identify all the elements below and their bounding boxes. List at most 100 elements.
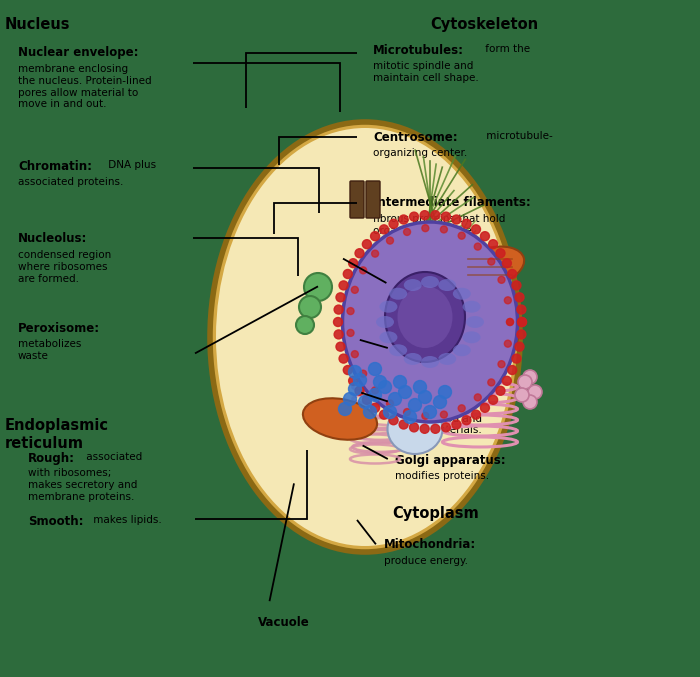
Text: Endoplasmic
reticulum: Endoplasmic reticulum [5, 418, 109, 451]
Circle shape [475, 394, 482, 401]
Text: metabolizes
waste: metabolizes waste [18, 339, 81, 361]
Ellipse shape [398, 286, 452, 348]
Text: microtubule-: microtubule- [483, 131, 553, 141]
Ellipse shape [379, 331, 398, 343]
Circle shape [333, 318, 342, 326]
Ellipse shape [389, 288, 407, 300]
Circle shape [503, 259, 512, 267]
Circle shape [372, 387, 379, 394]
Circle shape [475, 243, 482, 250]
Circle shape [430, 211, 440, 219]
Circle shape [517, 318, 526, 326]
Text: produce energy.: produce energy. [384, 556, 468, 566]
Circle shape [496, 387, 505, 395]
Text: condensed region
where ribosomes
are formed.: condensed region where ribosomes are for… [18, 250, 111, 284]
Circle shape [355, 248, 364, 258]
Text: Microfilaments:: Microfilaments: [393, 278, 497, 290]
Circle shape [344, 393, 356, 406]
Circle shape [354, 374, 367, 387]
Circle shape [414, 380, 426, 393]
Ellipse shape [303, 398, 377, 440]
Circle shape [304, 273, 332, 301]
Ellipse shape [210, 122, 520, 552]
Circle shape [368, 362, 382, 376]
Circle shape [452, 215, 461, 224]
Ellipse shape [404, 353, 422, 365]
Ellipse shape [404, 279, 422, 291]
Circle shape [489, 395, 498, 404]
Circle shape [384, 406, 396, 418]
Circle shape [339, 354, 348, 363]
Circle shape [517, 305, 526, 314]
Text: Lysosome:: Lysosome: [395, 396, 465, 409]
Circle shape [410, 423, 419, 432]
Text: Golgi apparatus:: Golgi apparatus: [395, 454, 506, 466]
Circle shape [458, 405, 466, 412]
Text: Chromatin:: Chromatin: [18, 160, 92, 173]
Circle shape [349, 366, 361, 378]
Text: Cytoplasm: Cytoplasm [392, 506, 479, 521]
Ellipse shape [463, 301, 481, 313]
FancyBboxPatch shape [350, 181, 364, 218]
Circle shape [334, 305, 343, 314]
Text: fibrous proteins that hold
organelles in place.: fibrous proteins that hold organelles in… [373, 214, 505, 236]
Ellipse shape [466, 316, 484, 328]
Text: membrane enclosing
the nucleus. Protein-lined
pores allow material to
move in an: membrane enclosing the nucleus. Protein-… [18, 64, 152, 109]
Circle shape [438, 385, 452, 399]
Circle shape [347, 307, 354, 315]
Circle shape [410, 212, 419, 221]
Circle shape [489, 240, 498, 248]
Circle shape [518, 375, 532, 389]
Circle shape [339, 281, 348, 290]
Text: Cytoskeleton: Cytoskeleton [430, 17, 538, 32]
Circle shape [339, 403, 351, 416]
Text: with ribosomes;
makes secretory and
membrane proteins.: with ribosomes; makes secretory and memb… [28, 468, 137, 502]
Circle shape [462, 219, 471, 228]
Circle shape [523, 370, 537, 384]
Circle shape [462, 416, 471, 424]
Text: mitotic spindle and
maintain cell shape.: mitotic spindle and maintain cell shape. [373, 61, 479, 83]
Circle shape [355, 387, 364, 395]
Ellipse shape [453, 345, 471, 356]
Circle shape [508, 269, 517, 278]
Ellipse shape [438, 353, 456, 365]
Text: Mitochondria:: Mitochondria: [384, 538, 476, 551]
Circle shape [336, 293, 345, 302]
Text: Plasma: Plasma [395, 340, 443, 353]
Circle shape [360, 370, 367, 377]
Circle shape [343, 366, 352, 374]
Circle shape [504, 297, 511, 304]
Circle shape [496, 248, 505, 258]
Circle shape [379, 380, 391, 393]
Circle shape [343, 269, 352, 278]
Circle shape [358, 395, 372, 408]
Ellipse shape [379, 301, 398, 313]
FancyBboxPatch shape [366, 181, 380, 218]
Circle shape [368, 389, 382, 401]
Ellipse shape [385, 272, 465, 362]
Circle shape [512, 354, 521, 363]
Ellipse shape [456, 246, 524, 288]
Circle shape [399, 420, 408, 429]
Circle shape [351, 351, 358, 357]
Circle shape [503, 376, 512, 385]
Circle shape [488, 379, 495, 386]
Circle shape [404, 228, 411, 236]
Circle shape [422, 225, 429, 232]
Circle shape [517, 330, 526, 339]
Circle shape [480, 232, 489, 240]
Circle shape [488, 258, 495, 265]
Circle shape [515, 293, 524, 302]
Circle shape [409, 399, 421, 412]
Circle shape [422, 412, 429, 419]
Circle shape [472, 225, 480, 234]
Text: Peroxisome:: Peroxisome: [18, 322, 100, 334]
Circle shape [528, 385, 542, 399]
Circle shape [374, 376, 386, 389]
Circle shape [440, 226, 447, 233]
Text: organizing center.: organizing center. [373, 148, 468, 158]
Text: Nucleus: Nucleus [5, 17, 71, 32]
Circle shape [507, 318, 514, 326]
Circle shape [360, 267, 367, 274]
Circle shape [299, 296, 321, 318]
